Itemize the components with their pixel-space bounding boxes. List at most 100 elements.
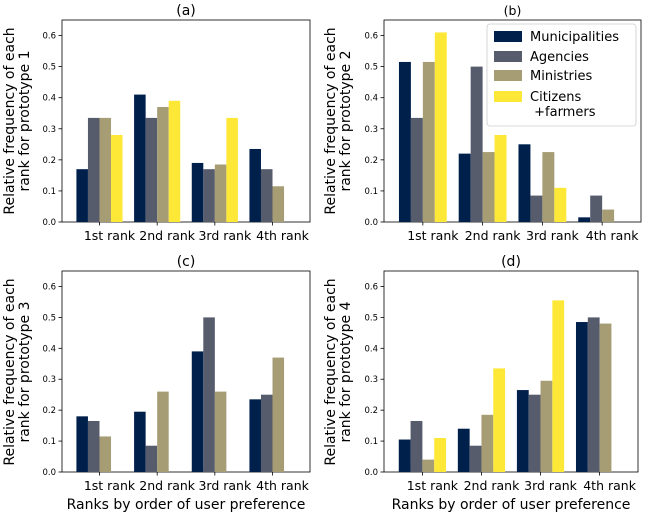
x-tick-label: 1st rank <box>407 228 459 243</box>
bar-agencies-4 <box>260 169 273 222</box>
y-axis-label: Relative frequency of eachrank for proto… <box>2 27 33 214</box>
bar-ministries-4 <box>599 323 612 472</box>
y-tick-label: 0.2 <box>42 156 56 166</box>
bar-ministries-1 <box>422 61 435 223</box>
y-tick-label: 0.6 <box>42 282 56 292</box>
bar-municipalities-3 <box>191 162 204 222</box>
legend: Municipalities Agencies Ministries Citizens… <box>486 23 637 127</box>
legend-label-agencies: Agencies <box>530 50 589 65</box>
subplot-title: (d) <box>501 254 521 270</box>
x-tick-label: 1st rank <box>407 478 459 493</box>
y-tick-label: 0.2 <box>364 156 378 166</box>
x-tick-label: 4th rank <box>583 478 636 493</box>
y-tick-label: 0.0 <box>42 218 56 228</box>
x-tick-label: 3rd rank <box>524 478 578 493</box>
legend-label-citizens: Citizens +farmers <box>530 90 596 120</box>
legend-label-line: Ministries <box>530 69 593 84</box>
x-tick-label: 4th rank <box>586 228 639 243</box>
bar-ministries-3 <box>214 391 227 472</box>
bar-municipalities-2 <box>134 94 146 222</box>
y-tick-label: 0.2 <box>42 406 56 416</box>
x-tick-label: 1st rank <box>84 228 136 243</box>
y-axis-label: Relative frequency of eachrank for proto… <box>323 27 354 214</box>
legend-box <box>486 23 637 127</box>
y-axis-label-line: rank for prototype 4 <box>338 301 354 442</box>
legend-swatch-citizens <box>494 91 522 102</box>
bar-ministries-4 <box>272 357 285 472</box>
bar-citizens-3 <box>554 187 567 222</box>
subplot-title: (b) <box>504 3 522 18</box>
y-tick-label: 0.2 <box>364 406 378 416</box>
bar-agencies-4 <box>587 317 600 472</box>
bar-municipalities-4 <box>575 322 588 472</box>
x-tick-label: 3rd rank <box>198 478 252 493</box>
bar-ministries-1 <box>422 459 435 472</box>
y-tick-label: 0.5 <box>42 313 56 323</box>
y-tick-label: 0.4 <box>42 94 56 104</box>
bar-agencies-1 <box>410 117 423 222</box>
bar-municipalities-4 <box>578 217 591 222</box>
bar-municipalities-3 <box>516 390 529 472</box>
bar-agencies-4 <box>590 195 603 222</box>
subplot-title: (c) <box>177 254 196 270</box>
bar-municipalities-2 <box>134 411 146 472</box>
x-axis-label: Ranks by order of user preference <box>67 497 306 513</box>
y-axis-label-line: Relative frequency of each <box>2 278 18 465</box>
bar-ministries-2 <box>482 152 495 222</box>
bar-municipalities-1 <box>398 61 411 223</box>
bar-agencies-3 <box>530 195 543 222</box>
plot-frame <box>61 19 311 223</box>
x-tick-label: 3rd rank <box>526 228 580 243</box>
bar-agencies-3 <box>203 317 215 472</box>
x-tick-label: 2nd rank <box>465 228 522 243</box>
legend-label-line: Municipalities <box>530 30 619 45</box>
bar-ministries-1 <box>99 436 112 472</box>
y-axis-label-line: rank for prototype 2 <box>338 50 354 191</box>
bar-agencies-3 <box>203 169 215 222</box>
subplot-2: 0.0 0.1 0.2 0.3 0.4 0.5 0.6 1st rank 2nd rank 3rd… <box>323 3 642 243</box>
bar-agencies-1 <box>87 420 100 472</box>
bar-ministries-2 <box>157 391 169 472</box>
subplot-4: 0.0 0.1 0.2 0.3 0.4 0.5 0.6 1st rank 2nd rank 3rd… <box>323 254 639 513</box>
bar-agencies-2 <box>145 445 158 472</box>
y-tick-label: 0.5 <box>364 63 378 73</box>
y-tick-label: 0.0 <box>42 468 56 478</box>
bar-agencies-1 <box>87 117 100 222</box>
y-axis-label-line: Relative frequency of each <box>323 27 339 214</box>
bar-ministries-2 <box>157 107 169 222</box>
y-tick-label: 0.1 <box>364 437 378 447</box>
bar-municipalities-2 <box>457 428 470 472</box>
bar-ministries-1 <box>99 117 112 222</box>
bar-agencies-1 <box>410 420 423 472</box>
x-tick-label: 1st rank <box>84 478 136 493</box>
x-tick-label: 2nd rank <box>464 478 521 493</box>
bar-citizens-1 <box>434 32 447 222</box>
y-tick-label: 0.3 <box>364 125 378 135</box>
subplot-1: 0.0 0.1 0.2 0.3 0.4 0.5 0.6 1st rank 2nd rank 3rd… <box>2 3 311 243</box>
y-tick-label: 0.0 <box>364 468 378 478</box>
bar-ministries-4 <box>272 186 285 222</box>
bar-citizens-2 <box>168 100 181 222</box>
legend-label-line: +farmers <box>530 105 596 120</box>
bar-ministries-3 <box>540 380 553 472</box>
y-axis-label-line: Relative frequency of each <box>323 278 339 465</box>
y-tick-label: 0.1 <box>364 187 378 197</box>
y-tick-label: 0.4 <box>42 344 56 354</box>
bar-citizens-3 <box>226 117 238 222</box>
bar-agencies-3 <box>528 394 541 472</box>
y-axis-label-line: rank for prototype 3 <box>17 301 33 442</box>
y-axis-label: Relative frequency of eachrank for proto… <box>2 278 33 465</box>
legend-swatch-ministries <box>494 70 522 81</box>
legend-label-ministries: Ministries <box>530 69 593 84</box>
legend-label-line: Agencies <box>530 50 589 65</box>
y-axis-label-line: rank for prototype 1 <box>17 50 33 191</box>
y-tick-label: 0.3 <box>42 375 56 385</box>
y-tick-label: 0.6 <box>42 32 56 42</box>
y-tick-label: 0.6 <box>364 282 378 292</box>
y-axis-label-line: Relative frequency of each <box>2 27 18 214</box>
y-tick-label: 0.1 <box>42 187 56 197</box>
bar-municipalities-4 <box>249 399 261 472</box>
bar-agencies-2 <box>145 117 158 222</box>
bar-agencies-2 <box>469 445 482 472</box>
